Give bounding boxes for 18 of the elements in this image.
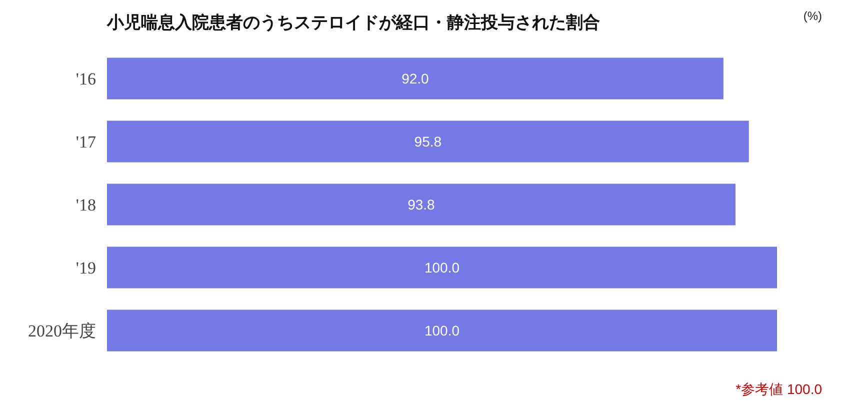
bar bbox=[107, 120, 749, 162]
y-tick-label: 2020年度 bbox=[28, 322, 96, 340]
data-label: 93.8 bbox=[408, 196, 436, 212]
y-tick-label: '17 bbox=[76, 132, 96, 152]
chart-title: 小児喘息入院患者のうちステロイドが経口・静注投与された割合 bbox=[106, 13, 600, 32]
data-label: 92.0 bbox=[402, 70, 430, 86]
y-tick-label: '16 bbox=[76, 70, 96, 88]
bar bbox=[107, 310, 777, 352]
data-label: 100.0 bbox=[424, 322, 460, 338]
bar bbox=[107, 184, 736, 226]
data-label: 100.0 bbox=[424, 260, 460, 276]
bar bbox=[107, 246, 777, 288]
y-tick-label: '18 bbox=[76, 196, 96, 214]
text: (%) bbox=[803, 9, 822, 23]
data-label: 95.8 bbox=[414, 134, 442, 150]
y-tick-label: '19 bbox=[76, 258, 96, 278]
text: *参考値 100.0 bbox=[736, 381, 822, 397]
bar bbox=[107, 58, 724, 100]
